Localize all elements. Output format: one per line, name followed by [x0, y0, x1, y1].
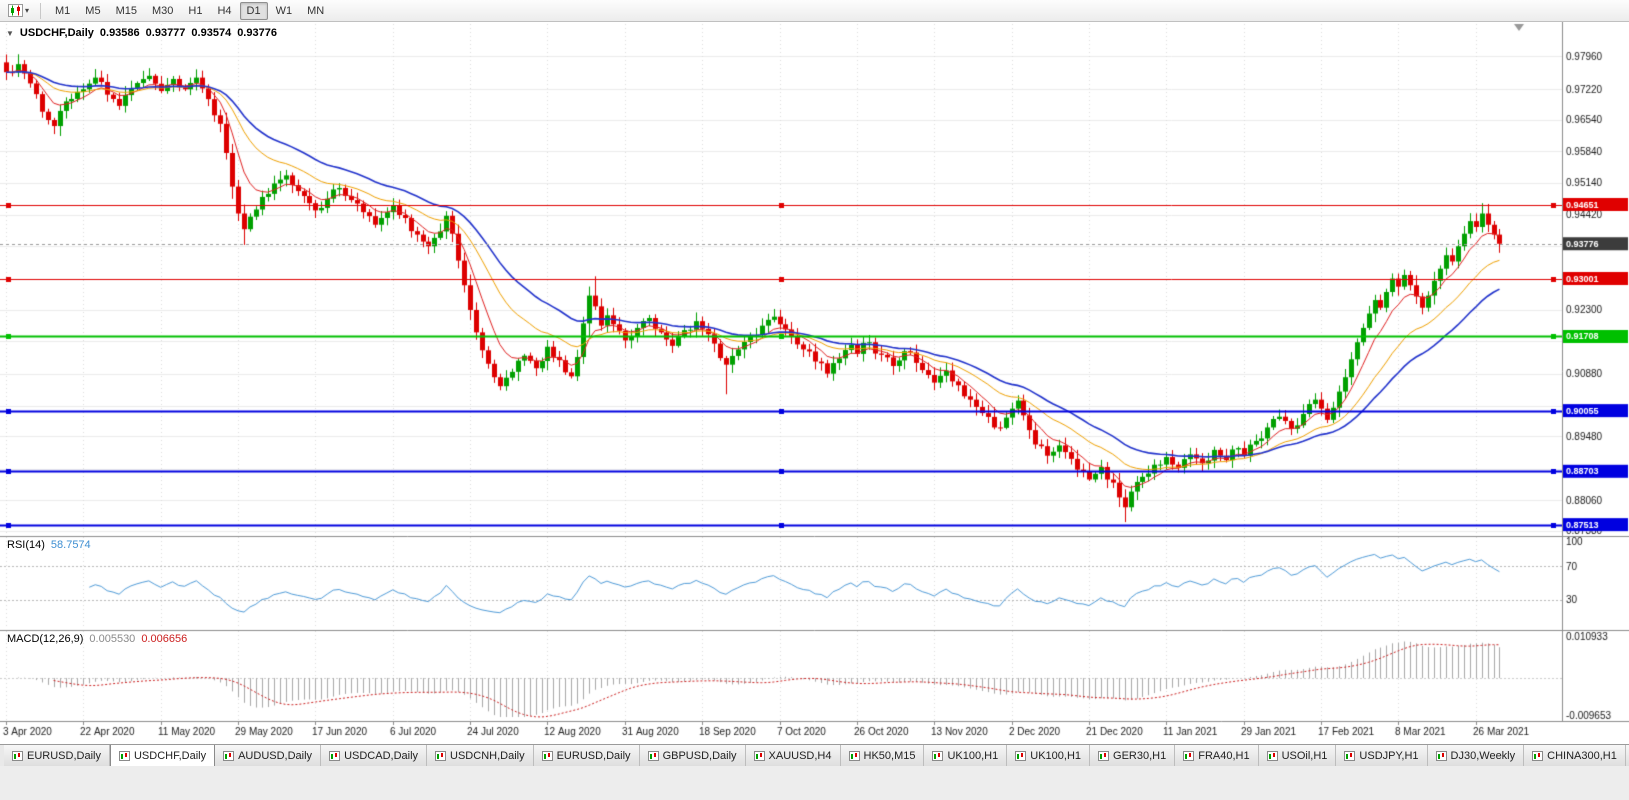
chart-high-value: 0.93777: [145, 27, 186, 39]
timeframe-button-mn[interactable]: MN: [300, 2, 331, 20]
chart-tab-gbpusd-daily[interactable]: GBPUSD,Daily: [639, 745, 746, 766]
chart-tab-label: CHINA300,H1: [1547, 749, 1617, 762]
dropdown-caret-icon: ▾: [25, 6, 30, 15]
chart-tab-label: USDCHF,Daily: [133, 749, 207, 762]
chart-tab-u[interactable]: U: [1625, 745, 1629, 766]
chart-tab-icon: [932, 750, 944, 761]
chart-tab-icon: [541, 750, 553, 761]
timeframe-button-m30[interactable]: M30: [145, 2, 180, 20]
chart-tab-icon: [753, 750, 765, 761]
timeframe-buttons: M1 M5 M15 M30 H1 H4 D1 W1 MN: [48, 1, 331, 20]
chart-tab-icon: [848, 750, 860, 761]
one-click-trading-toggle[interactable]: ▼: [6, 28, 14, 38]
timeframe-button-w1[interactable]: W1: [269, 2, 300, 20]
chart-close-value: 0.93776: [237, 27, 277, 39]
chart-tab-icon: [1015, 750, 1027, 761]
chart-tab-label: EURUSD,Daily: [27, 749, 101, 762]
chart-tab-label: USDCAD,Daily: [344, 749, 419, 762]
chart-tab-usdchf-daily[interactable]: USDCHF,Daily: [109, 745, 216, 766]
timeframe-button-d1[interactable]: D1: [239, 1, 268, 20]
chart-tab-label: USDJPY,H1: [1359, 749, 1419, 762]
chart-tab-label: USOil,H1: [1281, 749, 1328, 762]
timeframes-menu-button[interactable]: ▾: [4, 2, 33, 19]
chart-tab-china300-h1[interactable]: CHINA300,H1: [1524, 745, 1626, 766]
rsi-indicator-value: 58.7574: [50, 539, 91, 551]
chart-tab-icon: [12, 750, 23, 761]
chart-tab-label: GBPUSD,Daily: [662, 749, 737, 762]
chart-tab-label: XAUUSD,H4: [768, 749, 832, 762]
chart-tab-icon: [435, 750, 447, 761]
macd-signal-value: 0.006656: [141, 633, 188, 645]
chart-tab-usdcnh-daily[interactable]: USDCNH,Daily: [427, 745, 534, 766]
chart-low-value: 0.93574: [191, 27, 232, 39]
chart-tab-uk100-h1[interactable]: UK100,H1: [924, 745, 1008, 766]
bottom-filler: [0, 766, 1629, 798]
chart-tab-label: GER30,H1: [1113, 749, 1167, 762]
timeframe-toolbar: ▾ M1 M5 M15 M30 H1 H4 D1 W1 MN: [0, 0, 1629, 22]
timeframe-button-m15[interactable]: M15: [109, 2, 144, 20]
chart-tab-icon: [1183, 750, 1195, 761]
toolbar-separator: [40, 2, 42, 19]
chart-tab-icon: [1098, 750, 1110, 761]
price-chart-canvas[interactable]: [0, 22, 1629, 744]
chart-tabs-bar: EURUSD,Daily USDCHF,Daily AUDUSD,Daily U…: [0, 744, 1629, 766]
chart-tab-eurusd-daily[interactable]: EURUSD,Daily: [533, 745, 640, 766]
chart-tab-label: FRA40,H1: [1198, 749, 1250, 762]
chart-tab-label: EURUSD,Daily: [556, 749, 631, 762]
timeframe-button-h1[interactable]: H1: [181, 2, 209, 20]
macd-main-value: 0.005530: [89, 633, 136, 645]
chart-tab-label: DJ30,Weekly: [1450, 749, 1516, 762]
chart-symbol-period: USDCHF,Daily: [19, 27, 94, 39]
chart-tab-icon: [1344, 750, 1356, 761]
chart-tab-eurusd-daily[interactable]: EURUSD,Daily: [4, 745, 110, 766]
rsi-indicator-name: RSI(14): [7, 539, 45, 551]
chart-tab-icon: [329, 750, 341, 761]
chart-tab-hk50-m15[interactable]: HK50,M15: [840, 745, 925, 766]
macd-indicator-label: MACD(12,26,9) 0.005530 0.006656: [7, 633, 187, 645]
chart-tab-label: HK50,M15: [863, 749, 916, 762]
chart-tab-icon: [647, 750, 659, 761]
rsi-indicator-label: RSI(14) 58.7574: [7, 539, 91, 551]
chart-ohlc-label: ▼ USDCHF,Daily 0.93586 0.93777 0.93574 0…: [6, 27, 277, 39]
chart-tab-xauusd-h4[interactable]: XAUUSD,H4: [745, 745, 841, 766]
chart-tab-icon: [118, 750, 130, 761]
chart-tab-ger30-h1[interactable]: GER30,H1: [1090, 745, 1176, 766]
chart-tab-fra40-h1[interactable]: FRA40,H1: [1175, 745, 1259, 766]
chart-tab-label: AUDUSD,Daily: [238, 749, 313, 762]
chart-tab-label: UK100,H1: [1030, 749, 1082, 762]
timeframe-button-h4[interactable]: H4: [210, 2, 238, 20]
chart-tab-dj30-weekly[interactable]: DJ30,Weekly: [1427, 745, 1525, 766]
chart-tab-icon: [1266, 750, 1278, 761]
chart-tab-usdjpy-h1[interactable]: USDJPY,H1: [1336, 745, 1428, 766]
chart-tab-icon: [1435, 750, 1447, 761]
chart-area: ▼ USDCHF,Daily 0.93586 0.93777 0.93574 0…: [0, 22, 1629, 744]
chart-tab-icon: [1532, 750, 1544, 761]
chart-tab-label: UK100,H1: [947, 749, 999, 762]
chart-tab-uk100-h1[interactable]: UK100,H1: [1007, 745, 1091, 766]
timeframe-button-m5[interactable]: M5: [78, 2, 107, 20]
chart-tab-icon: [223, 750, 235, 761]
chart-tab-usdcad-daily[interactable]: USDCAD,Daily: [321, 745, 428, 766]
chart-open-value: 0.93586: [99, 27, 140, 39]
chart-tab-audusd-daily[interactable]: AUDUSD,Daily: [215, 745, 322, 766]
chart-tab-label: USDCNH,Daily: [450, 749, 525, 762]
macd-indicator-name: MACD(12,26,9): [7, 633, 84, 645]
chart-tab-usoil-h1[interactable]: USOil,H1: [1258, 745, 1337, 766]
timeframe-button-m1[interactable]: M1: [48, 2, 77, 20]
toolbar-candlestick-icon: [8, 4, 23, 17]
